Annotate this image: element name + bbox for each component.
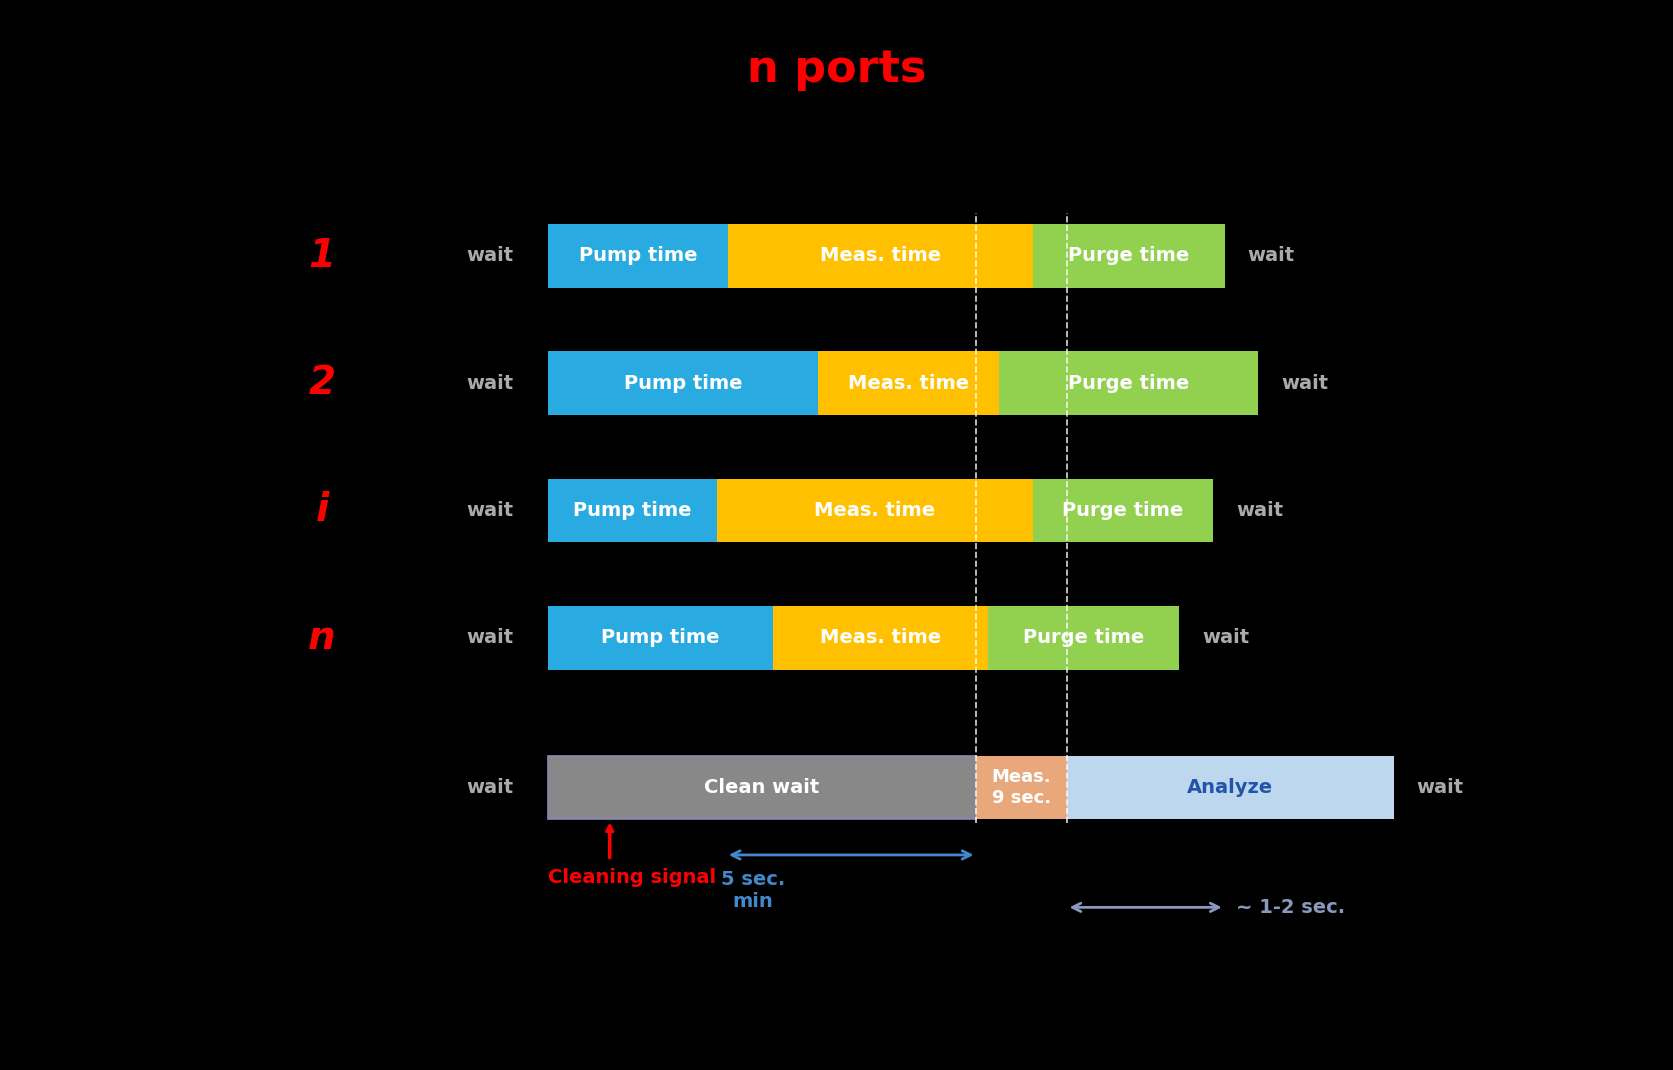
Text: 1: 1 [308,236,335,275]
Bar [728,224,1032,288]
Text: Pump time: Pump time [579,246,696,265]
Text: Pump time: Pump time [601,628,719,647]
Text: Analyze: Analyze [1186,778,1273,797]
Bar [1032,478,1213,542]
Text: Pump time: Pump time [624,373,741,393]
Text: Meas. time: Meas. time [820,246,940,265]
Bar [547,478,716,542]
Bar [547,224,728,288]
Text: wait: wait [1201,628,1248,647]
Text: Purge time: Purge time [1067,246,1188,265]
Text: Meas.
9 sec.: Meas. 9 sec. [990,768,1051,807]
Text: Cleaning signal: Cleaning signal [547,868,716,887]
Text: wait: wait [1415,778,1462,797]
Bar [975,755,1066,820]
Text: Meas. time: Meas. time [820,628,940,647]
Text: wait: wait [467,246,514,265]
Text: wait: wait [467,373,514,393]
Bar [547,755,975,820]
Text: Pump time: Pump time [572,501,691,520]
Text: 2: 2 [308,364,335,402]
Bar [773,606,987,670]
Text: n ports: n ports [746,48,927,91]
Text: Meas. time: Meas. time [848,373,969,393]
Text: wait: wait [467,628,514,647]
Bar [1066,755,1394,820]
Text: Clean wait: Clean wait [704,778,820,797]
Text: n: n [308,618,336,657]
Text: wait: wait [467,778,514,797]
Bar [1032,224,1225,288]
Bar [716,478,1032,542]
Text: Purge time: Purge time [1067,373,1188,393]
Text: ~ 1-2 sec.: ~ 1-2 sec. [1235,898,1343,917]
Bar [547,351,818,415]
Text: Purge time: Purge time [1022,628,1143,647]
Text: wait: wait [1235,501,1282,520]
Text: Purge time: Purge time [1062,501,1183,520]
Text: wait: wait [1246,246,1293,265]
Text: Meas. time: Meas. time [813,501,935,520]
Text: 5 sec.
min: 5 sec. min [721,870,785,911]
Bar [999,351,1258,415]
Text: wait: wait [467,501,514,520]
Text: i: i [315,491,328,530]
Text: wait: wait [1280,373,1327,393]
Bar [987,606,1179,670]
Bar [818,351,999,415]
Bar [547,606,773,670]
